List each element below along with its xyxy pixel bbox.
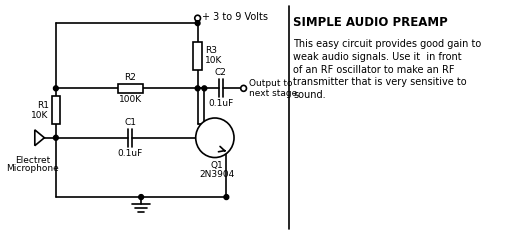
Text: of an RF oscillator to make an RF: of an RF oscillator to make an RF bbox=[293, 65, 455, 75]
Polygon shape bbox=[35, 130, 45, 146]
Text: Output to: Output to bbox=[249, 79, 293, 88]
Text: 0.1uF: 0.1uF bbox=[208, 99, 233, 108]
Circle shape bbox=[53, 86, 58, 91]
Bar bbox=[118, 84, 143, 93]
Text: sound.: sound. bbox=[293, 90, 326, 100]
Circle shape bbox=[53, 135, 58, 140]
Text: R1: R1 bbox=[37, 101, 49, 110]
Text: C1: C1 bbox=[124, 118, 136, 127]
Text: Electret: Electret bbox=[15, 156, 50, 164]
Circle shape bbox=[139, 195, 144, 199]
Text: Q1: Q1 bbox=[211, 161, 223, 170]
Text: weak audio signals. Use it  in front: weak audio signals. Use it in front bbox=[293, 52, 462, 62]
Text: + 3 to 9 Volts: + 3 to 9 Volts bbox=[202, 12, 268, 22]
Circle shape bbox=[195, 21, 200, 25]
Circle shape bbox=[224, 195, 229, 199]
Text: R2: R2 bbox=[124, 73, 136, 82]
Text: 2N3904: 2N3904 bbox=[199, 170, 234, 179]
Text: R3: R3 bbox=[205, 46, 217, 55]
Circle shape bbox=[195, 86, 200, 91]
Circle shape bbox=[195, 118, 234, 157]
Circle shape bbox=[241, 85, 246, 91]
Text: 100K: 100K bbox=[118, 95, 141, 104]
Text: C2: C2 bbox=[215, 68, 226, 77]
Text: This easy circuit provides good gain to: This easy circuit provides good gain to bbox=[293, 39, 482, 49]
Bar bbox=[193, 42, 202, 70]
Text: 0.1uF: 0.1uF bbox=[117, 149, 143, 158]
Text: next stage.: next stage. bbox=[249, 89, 300, 98]
Text: SIMPLE AUDIO PREAMP: SIMPLE AUDIO PREAMP bbox=[293, 16, 447, 29]
Text: Microphone: Microphone bbox=[6, 164, 59, 173]
Circle shape bbox=[195, 15, 201, 21]
Circle shape bbox=[202, 86, 207, 91]
Text: 10K: 10K bbox=[205, 56, 222, 65]
Text: 10K: 10K bbox=[31, 110, 49, 120]
Bar bbox=[51, 96, 60, 124]
Text: transmitter that is very sensitive to: transmitter that is very sensitive to bbox=[293, 77, 467, 88]
